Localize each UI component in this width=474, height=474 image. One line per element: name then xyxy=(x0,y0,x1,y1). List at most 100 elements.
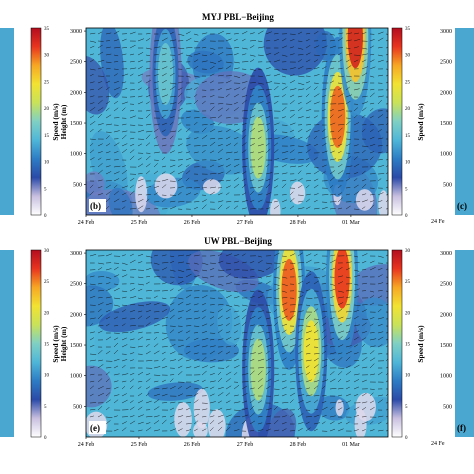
wind-arrow xyxy=(145,80,151,84)
wind-arrow xyxy=(153,323,160,327)
wind-arrow xyxy=(281,199,288,203)
wind-arrow xyxy=(201,323,208,327)
wind-arrow xyxy=(145,185,152,189)
wind-arrow xyxy=(369,290,375,293)
wind-arrow xyxy=(169,378,174,383)
wind-arrow xyxy=(185,351,191,355)
wind-arrow xyxy=(129,137,135,140)
wind-arrow xyxy=(377,46,383,49)
wind-arrow xyxy=(225,273,232,278)
wind-arrow xyxy=(345,261,352,264)
wind-arrow xyxy=(233,372,238,376)
tick-label: 20 xyxy=(44,107,50,112)
colorbar-tick-label: 0 xyxy=(405,436,408,441)
panel-e-title: UW PBL−Beijing xyxy=(204,236,272,246)
wind-arrow xyxy=(193,137,199,140)
wind-arrow xyxy=(313,31,319,35)
wind-arrow xyxy=(289,165,297,168)
wind-arrow xyxy=(89,331,95,334)
wind-arrow xyxy=(209,401,216,404)
wind-arrow xyxy=(121,60,127,63)
wind-arrow xyxy=(281,75,286,78)
wind-arrow xyxy=(217,148,224,154)
wind-arrow xyxy=(201,269,208,272)
wind-arrow xyxy=(241,366,248,369)
wind-arrow xyxy=(121,88,128,91)
wind-arrow xyxy=(121,393,127,397)
wind-arrow xyxy=(121,254,126,257)
wind-arrow xyxy=(281,94,286,98)
wind-arrow xyxy=(377,95,384,98)
wind-arrow xyxy=(201,379,206,383)
wind-arrow xyxy=(281,393,287,397)
wind-arrow xyxy=(193,75,200,78)
wind-arrow xyxy=(209,283,215,286)
wind-arrow xyxy=(169,58,175,63)
wind-arrow xyxy=(185,395,193,397)
wind-arrow xyxy=(337,302,344,306)
wind-arrow xyxy=(305,163,310,168)
wind-arrow xyxy=(209,373,215,376)
wind-arrow xyxy=(145,276,151,278)
wind-arrow xyxy=(313,408,319,411)
wind-arrow xyxy=(385,179,388,182)
wind-arrow xyxy=(185,157,192,161)
wind-arrow xyxy=(297,194,304,196)
wind-arrow xyxy=(369,260,375,264)
wind-arrow xyxy=(145,33,151,35)
wind-arrow xyxy=(193,352,199,355)
wind-arrow xyxy=(337,164,343,168)
wind-arrow xyxy=(161,184,167,189)
wind-arrow xyxy=(129,89,135,91)
wind-arrow xyxy=(209,137,216,140)
wind-arrow xyxy=(161,282,167,285)
wind-arrow xyxy=(113,73,118,77)
wind-arrow xyxy=(97,314,103,320)
wind-arrow xyxy=(233,283,240,285)
wind-arrow xyxy=(169,255,175,257)
wind-arrow xyxy=(257,165,263,168)
wind-arrow xyxy=(329,401,337,404)
wind-arrow xyxy=(297,129,303,133)
wind-arrow xyxy=(289,38,295,42)
wind-arrow xyxy=(249,68,256,71)
wind-arrow xyxy=(121,386,126,390)
wind-arrow xyxy=(233,323,240,327)
wind-arrow xyxy=(257,150,264,154)
wind-arrow xyxy=(113,47,121,49)
wind-arrow xyxy=(241,276,248,279)
wind-arrow xyxy=(385,47,388,49)
wind-arrow xyxy=(161,198,166,203)
wind-arrow xyxy=(105,32,112,35)
wind-arrow xyxy=(137,178,144,182)
wind-arrow xyxy=(313,184,319,189)
wind-arrow xyxy=(137,386,142,390)
wind-arrow xyxy=(129,190,135,196)
wind-arrow xyxy=(121,317,127,320)
wind-arrow xyxy=(185,177,190,182)
wind-arrow xyxy=(193,344,200,348)
wind-arrow xyxy=(225,331,231,334)
wind-arrow xyxy=(233,296,240,299)
wind-arrow xyxy=(121,143,128,147)
wind-arrow xyxy=(89,121,96,126)
wind-arrow xyxy=(257,378,263,383)
wind-arrow xyxy=(185,143,191,147)
wind-arrow xyxy=(241,331,248,334)
wind-arrow xyxy=(89,353,97,355)
wind-arrow xyxy=(329,415,336,418)
wind-arrow xyxy=(161,179,169,182)
panel-b-colorbar xyxy=(391,27,403,216)
wind-arrow xyxy=(337,52,342,56)
wind-arrow xyxy=(289,149,295,154)
wind-arrow xyxy=(169,288,174,292)
wind-arrow xyxy=(289,88,297,91)
wind-arrow xyxy=(297,275,304,278)
wind-arrow xyxy=(137,315,143,320)
wind-arrow xyxy=(353,359,360,362)
wind-arrow xyxy=(257,82,264,85)
wind-arrow xyxy=(361,421,368,425)
